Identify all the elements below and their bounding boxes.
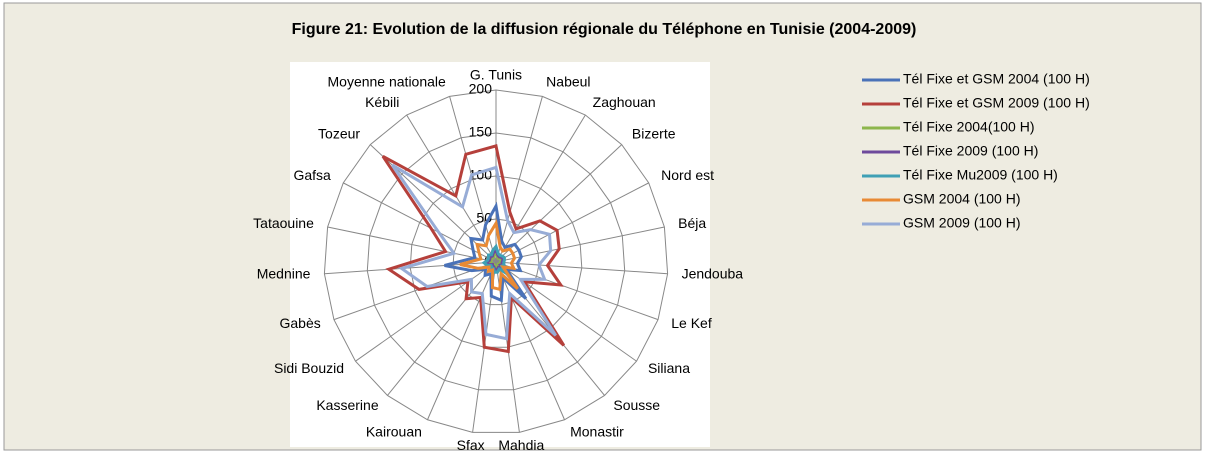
category-label: Béja xyxy=(678,215,706,231)
chart-title: Figure 21: Evolution de la diffusion rég… xyxy=(292,21,917,38)
category-label: Sidi Bouzid xyxy=(274,360,344,376)
series-line xyxy=(381,144,566,354)
r-tick-label: 150 xyxy=(469,124,493,140)
category-label: Kairouan xyxy=(366,423,422,439)
spoke xyxy=(387,261,497,396)
category-label: Nabeul xyxy=(546,74,590,90)
grid-ring xyxy=(366,132,626,391)
spoke xyxy=(406,114,497,263)
series-line xyxy=(391,163,557,341)
spoke xyxy=(327,226,497,263)
category-label: Sousse xyxy=(613,397,660,413)
category-label: Gafsa xyxy=(293,167,331,183)
category-label: Mahdia xyxy=(498,437,544,453)
category-label: Bizerte xyxy=(632,126,676,142)
spoke xyxy=(343,182,497,263)
category-label: Le Kef xyxy=(671,315,712,331)
category-label: Tozeur xyxy=(318,126,360,142)
series-line xyxy=(485,250,505,273)
spoke xyxy=(495,96,543,263)
category-label: Gabès xyxy=(279,315,320,331)
spoke xyxy=(495,261,659,321)
category-label: Nord est xyxy=(661,167,714,183)
category-label: Mednine xyxy=(257,265,311,281)
category-label: Zaghouan xyxy=(593,94,656,110)
series-line xyxy=(484,247,506,274)
legend-label: Tél Fixe 2004(100 H) xyxy=(903,119,1035,135)
grid-ring xyxy=(323,89,669,433)
series-line xyxy=(444,201,528,303)
category-label: Tataouine xyxy=(253,215,314,231)
spoke xyxy=(495,144,623,263)
legend-label: GSM 2004 (100 H) xyxy=(903,191,1021,207)
r-tick-label: 200 xyxy=(469,81,493,97)
category-label: Kébili xyxy=(365,94,399,110)
category-label: Sfax xyxy=(457,437,485,453)
legend-label: Tél Fixe et GSM 2004 (100 H) xyxy=(903,71,1090,87)
legend-label: Tél Fixe 2009 (100 H) xyxy=(903,143,1038,159)
legend-label: Tél Fixe et GSM 2009 (100 H) xyxy=(903,95,1090,111)
category-label: Kasserine xyxy=(316,397,378,413)
grid-ring xyxy=(409,175,583,348)
spoke xyxy=(495,226,665,263)
spoke xyxy=(495,114,586,263)
spoke xyxy=(369,144,497,263)
spoke xyxy=(495,261,565,420)
category-label: Jendouba xyxy=(682,265,744,281)
series-line xyxy=(459,219,519,292)
spoke xyxy=(495,182,649,263)
category-label: Siliana xyxy=(648,360,690,376)
category-label: Moyenne nationale xyxy=(328,74,447,90)
legend-label: GSM 2009 (100 H) xyxy=(903,215,1021,231)
series-line xyxy=(481,243,508,276)
legend-label: Tél Fixe Mu2009 (100 H) xyxy=(903,167,1058,183)
grid-ring xyxy=(452,218,540,306)
category-label: G. Tunis xyxy=(470,67,522,83)
spoke xyxy=(427,261,497,420)
category-label: Monastir xyxy=(570,423,624,439)
spoke xyxy=(495,261,668,275)
